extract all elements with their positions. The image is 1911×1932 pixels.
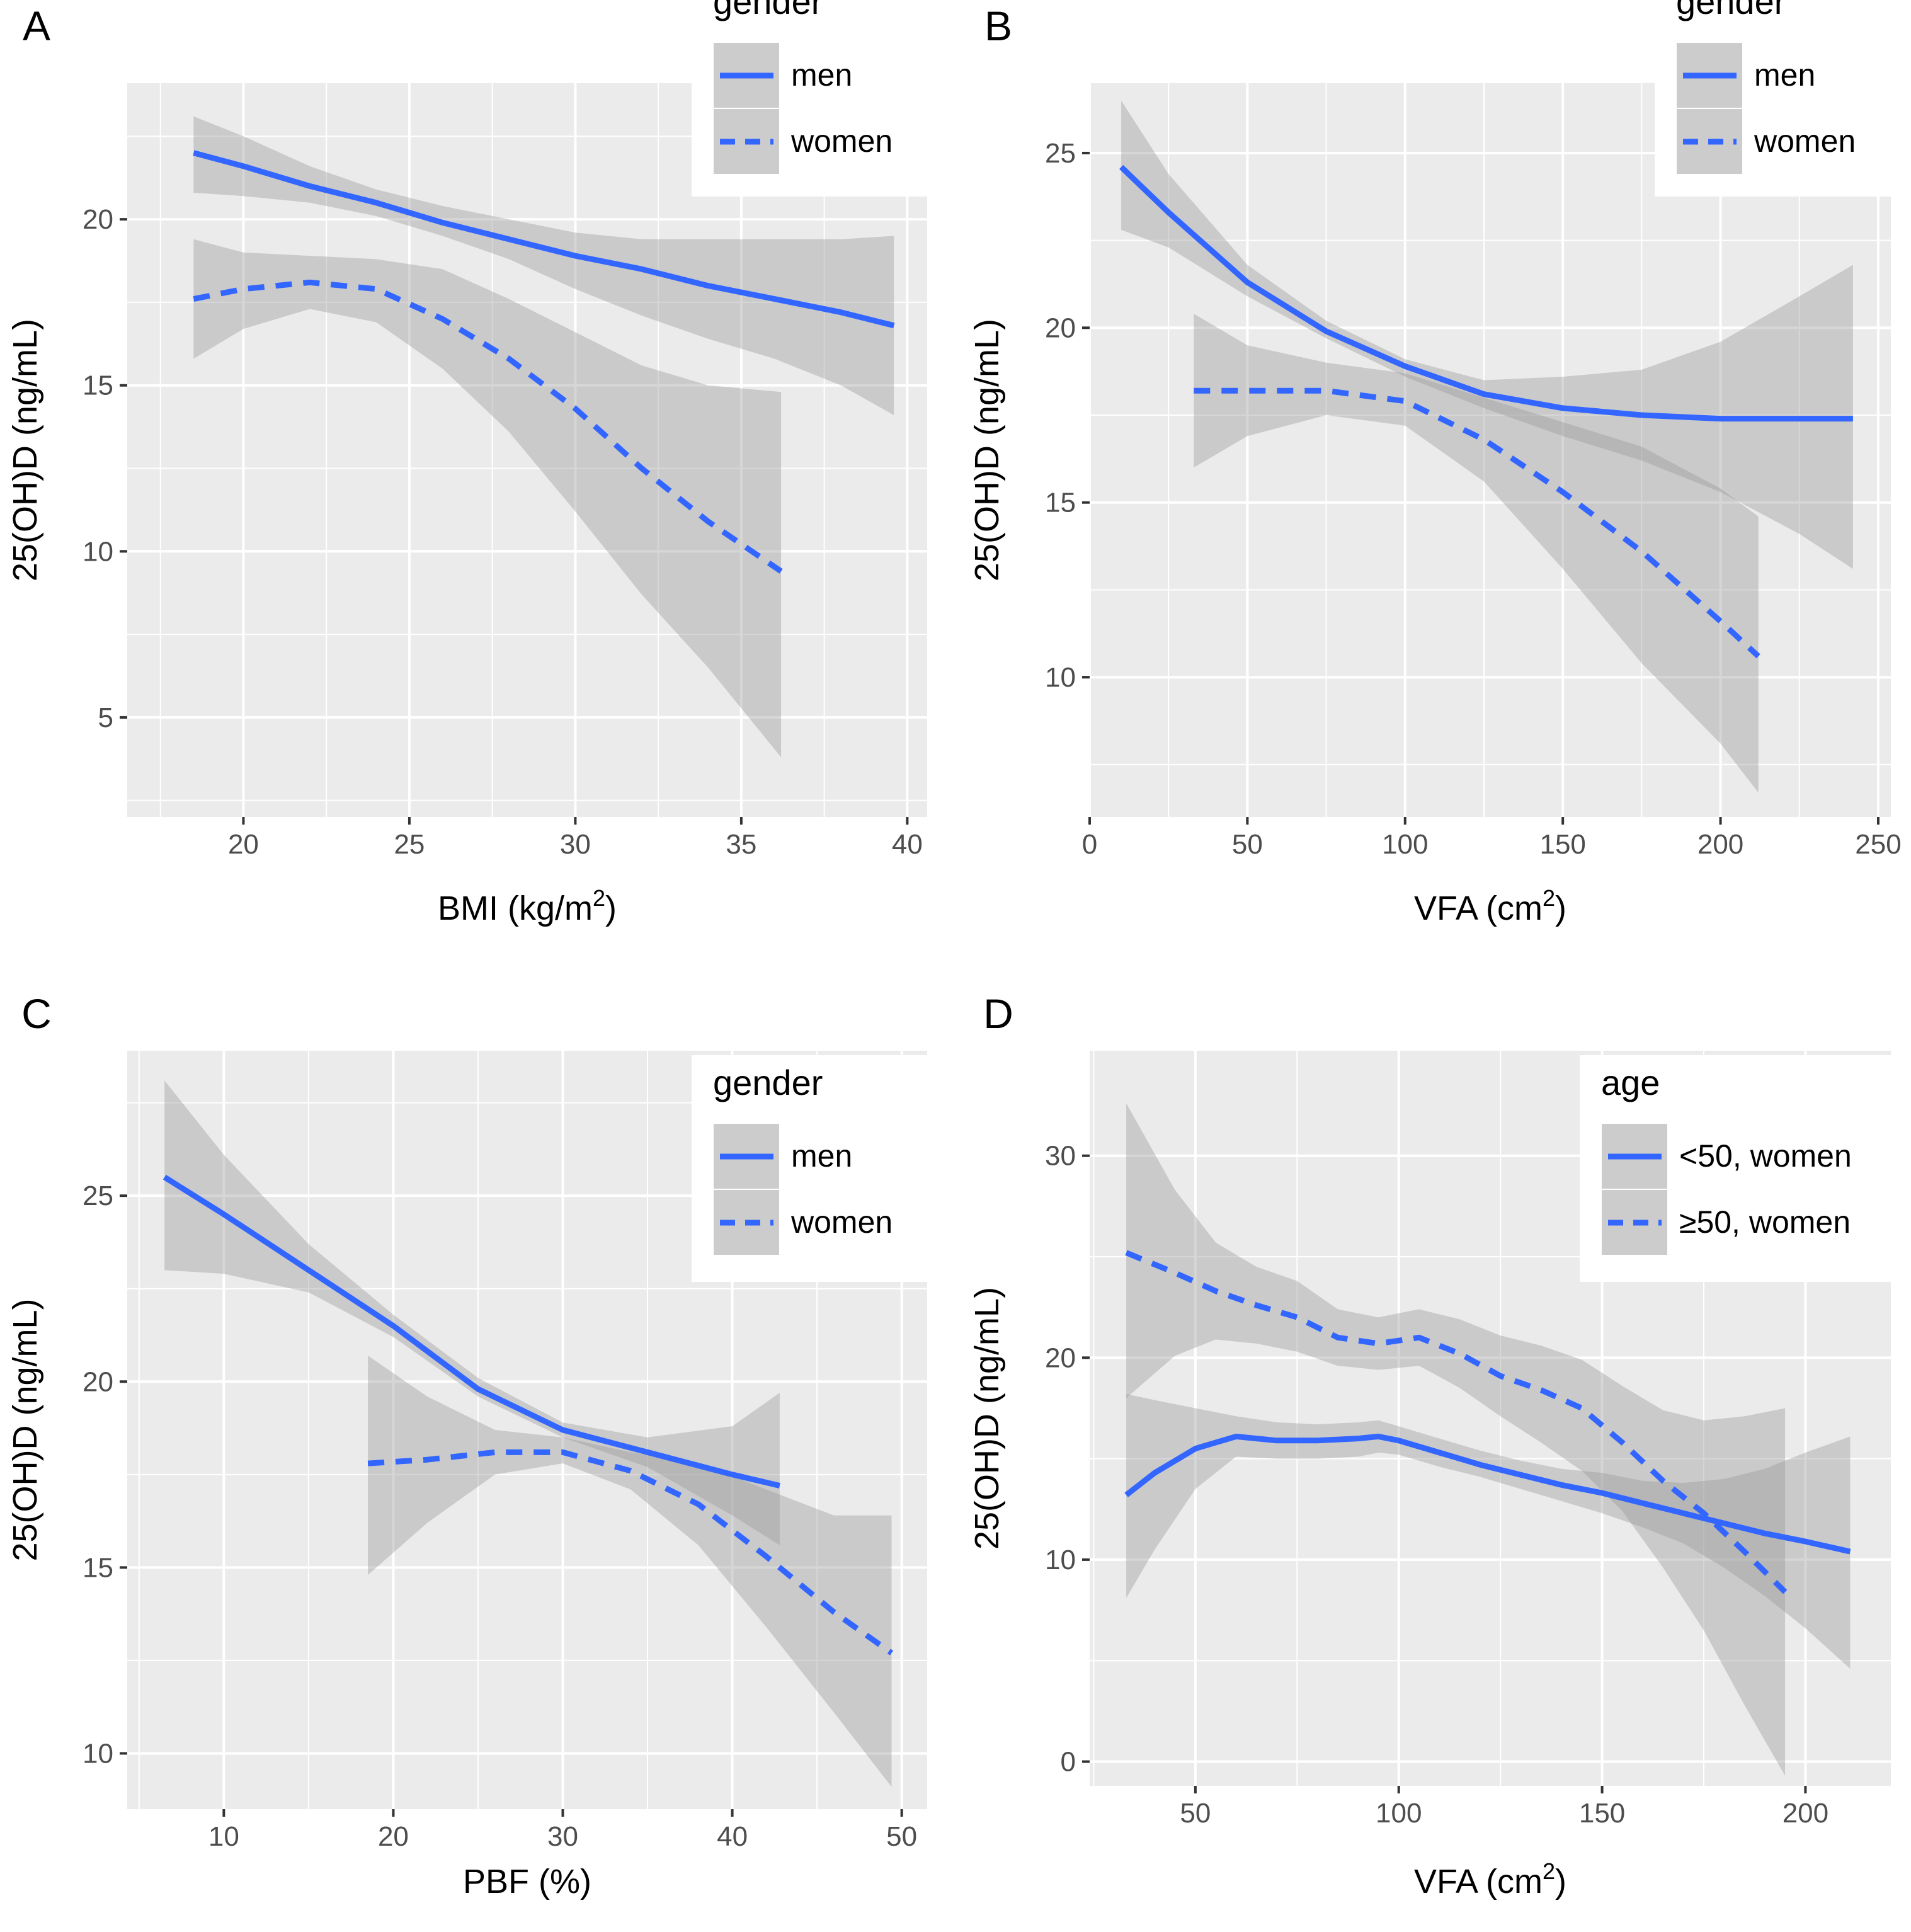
series-line-50-women bbox=[1125, 1250, 1788, 1594]
legend: gender men women bbox=[692, 0, 928, 197]
x-tick-label: 100 bbox=[1382, 829, 1428, 860]
data-layer bbox=[193, 116, 895, 758]
confidence-band-men bbox=[1121, 100, 1853, 569]
series-line-men bbox=[193, 150, 895, 329]
x-tick-label: 25 bbox=[394, 829, 425, 860]
x-tick-label: 50 bbox=[886, 1821, 917, 1852]
x-tick-label: 50 bbox=[1180, 1798, 1211, 1829]
y-tick-label: 30 bbox=[1045, 1141, 1076, 1172]
x-axis-title: BMI (kg/m2) bbox=[438, 885, 617, 927]
x-tick-label: 35 bbox=[726, 829, 756, 860]
x-tick-label: 30 bbox=[547, 1821, 578, 1852]
legend-label: men bbox=[791, 1138, 852, 1174]
legend-title: gender bbox=[713, 0, 823, 21]
legend-label: men bbox=[1754, 57, 1815, 93]
series-line-men bbox=[163, 1174, 780, 1489]
series-line-women bbox=[193, 279, 783, 574]
confidence-band-men bbox=[193, 116, 894, 416]
legend-title: gender bbox=[1676, 0, 1786, 21]
y-tick-label: 0 bbox=[1061, 1747, 1076, 1778]
y-tick-label: 10 bbox=[1045, 662, 1076, 693]
legend-label: ≥50, women bbox=[1679, 1204, 1851, 1240]
panel-d: 50 100 150 200 0 10 20 30 VFA (cm2) 25(OH)D (ng/m… bbox=[968, 990, 1891, 1901]
panel-c: 10 20 30 40 50 10 15 20 25 PBF (%) 25(OH)D (ng/mL)… bbox=[6, 990, 928, 1901]
legend: gender men women bbox=[692, 1055, 928, 1282]
x-tick-label: 150 bbox=[1579, 1798, 1625, 1829]
y-tick-label: 20 bbox=[1045, 1342, 1076, 1373]
x-tick-label: 20 bbox=[378, 1821, 409, 1852]
panel-label: D bbox=[983, 990, 1013, 1037]
panel-a: 20 25 30 35 40 5 10 15 20 BMI (kg/m2) 25(OH)D (ng/… bbox=[6, 0, 928, 927]
panel-label: C bbox=[21, 990, 52, 1037]
x-tick-label: 150 bbox=[1539, 829, 1585, 860]
series-line-men bbox=[1119, 164, 1853, 422]
series-line-50-women bbox=[1124, 1433, 1851, 1555]
plot-background bbox=[127, 83, 927, 817]
legend-title: age bbox=[1601, 1063, 1660, 1102]
x-tick-label: 250 bbox=[1855, 829, 1901, 860]
y-tick-label: 20 bbox=[1045, 312, 1076, 343]
confidence-band-50-women bbox=[1126, 1103, 1786, 1776]
legend-label: women bbox=[1754, 123, 1856, 159]
legend: gender men women bbox=[1655, 0, 1891, 197]
x-tick-label: 200 bbox=[1697, 829, 1743, 860]
x-axis-title: VFA (cm2) bbox=[1414, 885, 1566, 927]
y-tick-label: 15 bbox=[83, 370, 113, 401]
data-layer bbox=[1119, 100, 1853, 793]
x-tick-label: 100 bbox=[1376, 1798, 1422, 1829]
legend-label: women bbox=[790, 1204, 893, 1240]
y-tick-label: 20 bbox=[83, 1366, 113, 1397]
x-tick-label: 20 bbox=[228, 829, 259, 860]
y-tick-label: 10 bbox=[83, 1738, 113, 1769]
y-tick-label: 5 bbox=[98, 702, 113, 733]
confidence-band-50-women bbox=[1126, 1394, 1851, 1669]
y-axis-title: 25(OH)D (ng/mL) bbox=[6, 1298, 44, 1561]
x-axis-title: VFA (cm2) bbox=[1414, 1858, 1566, 1901]
plot-background bbox=[1090, 83, 1891, 817]
confidence-band-women bbox=[1194, 314, 1759, 793]
legend-label: women bbox=[790, 123, 893, 159]
data-layer bbox=[1124, 1103, 1851, 1776]
legend-title: gender bbox=[713, 1063, 823, 1102]
x-tick-label: 10 bbox=[208, 1821, 239, 1852]
panel-b: 0 50 100 150 200 250 10 15 20 25 VFA (cm2) 25(OH)D … bbox=[968, 0, 1902, 927]
legend-label: men bbox=[791, 57, 852, 93]
x-tick-label: 40 bbox=[892, 829, 923, 860]
y-tick-label: 20 bbox=[83, 204, 113, 235]
series-line-women bbox=[367, 1449, 894, 1655]
y-axis-title: 25(OH)D (ng/mL) bbox=[968, 319, 1006, 581]
confidence-band-men bbox=[164, 1080, 780, 1545]
y-tick-label: 25 bbox=[1045, 138, 1076, 169]
series-line-women bbox=[1194, 387, 1760, 659]
y-tick-label: 15 bbox=[83, 1552, 113, 1583]
y-tick-label: 15 bbox=[1045, 488, 1076, 518]
x-tick-label: 40 bbox=[717, 1821, 748, 1852]
confidence-band-women bbox=[368, 1356, 892, 1787]
x-tick-label: 200 bbox=[1783, 1798, 1828, 1829]
y-tick-label: 10 bbox=[1045, 1545, 1076, 1575]
x-tick-label: 50 bbox=[1232, 829, 1263, 860]
y-tick-label: 25 bbox=[83, 1180, 113, 1211]
data-layer bbox=[163, 1080, 894, 1787]
legend-label: <50, women bbox=[1679, 1138, 1852, 1174]
legend: age <50, women ≥50, women bbox=[1580, 1055, 1891, 1282]
confidence-band-women bbox=[193, 239, 782, 758]
y-axis-title: 25(OH)D (ng/mL) bbox=[968, 1287, 1006, 1550]
panel-label: B bbox=[984, 3, 1012, 49]
x-tick-label: 30 bbox=[560, 829, 591, 860]
panel-label: A bbox=[23, 3, 50, 49]
x-tick-label: 0 bbox=[1082, 829, 1097, 860]
x-axis-title: PBF (%) bbox=[463, 1863, 591, 1901]
y-tick-label: 10 bbox=[83, 536, 113, 567]
y-axis-title: 25(OH)D (ng/mL) bbox=[6, 319, 44, 581]
